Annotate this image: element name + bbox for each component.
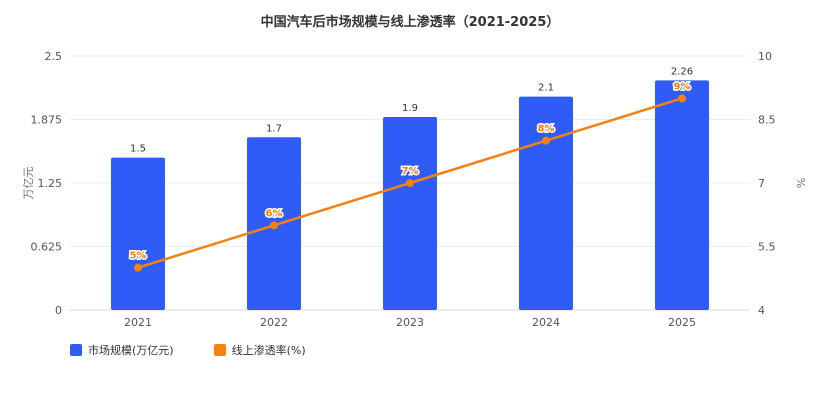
line-value-label: 6% [266,208,283,219]
bar-value-label: 2.26 [671,66,693,77]
line-point [134,263,142,272]
line-value-label: 9% [674,81,691,92]
line-value-label: 8% [538,124,555,135]
y-left-tick-label: 2.5 [45,50,63,63]
line-point [270,221,278,230]
x-tick-label: 2021 [124,316,152,329]
y-right-tick-label: 4 [758,304,765,317]
legend-label-online-rate: 线上渗透率(%) [231,344,306,357]
y-left-axis-title: 万亿元 [22,167,35,200]
y-right-tick-label: 8.5 [758,114,776,127]
bar [519,96,573,310]
x-tick-label: 2022 [260,316,288,329]
line-value-label: 7% [402,166,419,177]
x-tick-label: 2023 [396,316,424,329]
line-point [678,94,686,103]
x-tick-label: 2025 [668,316,696,329]
line-point [542,136,550,145]
legend-label-market-size: 市场规模(万亿元) [88,344,174,357]
line-point [406,179,414,187]
y-right-tick-label: 5.5 [758,241,776,254]
bar-value-label: 1.7 [266,123,282,134]
y-left-tick-label: 1.875 [31,114,63,127]
bar [383,116,437,311]
y-right-tick-label: 7 [758,177,765,190]
legend-item-market-size[interactable]: 市场规模(万亿元) [70,342,174,358]
bar [655,80,709,310]
legend-swatch-market-size [70,344,82,356]
y-left-tick-label: 0 [55,304,62,317]
line-value-label: 5% [130,251,147,262]
y-right-tick-label: 10 [758,50,772,63]
legend: 市场规模(万亿元) 线上渗透率(%) [70,342,306,358]
x-tick-label: 2024 [532,316,560,329]
bar-value-label: 1.9 [402,103,418,114]
legend-swatch-online-rate [213,344,226,356]
y-right-axis-title: % [794,178,807,188]
legend-item-online-rate[interactable]: 线上渗透率(%) [213,342,306,358]
y-left-tick-label: 0.625 [31,241,63,254]
bar-value-label: 1.5 [130,144,146,155]
bar-value-label: 2.1 [538,83,554,94]
chart-title: 中国汽车后市场规模与线上渗透率（2021-2025） [260,15,560,30]
bar [111,157,165,310]
y-left-tick-label: 1.25 [38,177,63,190]
